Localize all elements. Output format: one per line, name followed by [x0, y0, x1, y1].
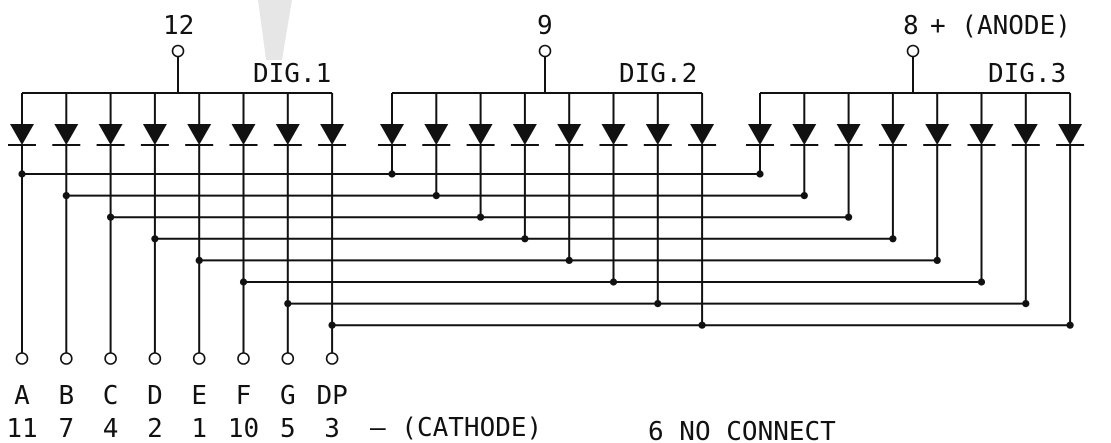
segment-name-d: D [147, 381, 163, 411]
diode-d2-a [380, 124, 404, 145]
junction-dot-d1-b [62, 192, 70, 200]
anode-pin-1: 12 [163, 11, 194, 41]
junction-dot-d1-d [151, 235, 159, 243]
junction-dot-d1-e [195, 256, 203, 264]
segment-name-g: G [280, 381, 296, 411]
junction-dot-d1-c [107, 213, 115, 221]
diode-d2-b [424, 124, 449, 145]
diode-d1-d [142, 124, 167, 145]
diode-d1-f [231, 124, 256, 145]
anode-label: + (ANODE) [930, 11, 1071, 41]
junction-dot-d1-dp [328, 321, 336, 329]
diode-d1-c [98, 124, 123, 145]
cathode-pin-terminal-c [104, 352, 117, 365]
diode-d1-e [187, 124, 212, 145]
segment-pin-c: 4 [103, 414, 119, 443]
diode-d3-f [969, 124, 994, 145]
diode-d2-c [468, 124, 493, 145]
segment-pin-e: 1 [191, 414, 207, 443]
schematic-wiring: A 11 B 7C 4D 2E 1F 10 G 5 DP 3 [6, 44, 1085, 443]
anode-pin-3: 8 [903, 11, 919, 41]
segment-pin-d: 2 [147, 414, 163, 443]
anode-pin-terminal-2 [538, 44, 552, 58]
cathode-pin-terminal-dp [325, 352, 339, 365]
cathode-pin-terminal-a [15, 352, 29, 365]
segment-name-f: F [236, 381, 252, 411]
junction-dot-d1-f [239, 278, 248, 286]
diode-d3-g [1013, 124, 1038, 145]
diode-d2-dp [690, 124, 715, 145]
segment-name-c: C [103, 381, 119, 411]
junction-dot-d3-b [800, 192, 808, 200]
digit-label-3: DIG.3 [988, 59, 1066, 89]
diode-d2-d [512, 124, 537, 145]
segment-name-a: A [14, 381, 30, 411]
diode-d3-a [748, 124, 772, 145]
diode-d1-b [54, 124, 79, 145]
diode-d2-f [601, 124, 626, 145]
segment-name-dp: DP [316, 381, 347, 411]
segment-pin-a: 11 [6, 414, 37, 443]
diode-d1-g [275, 124, 300, 145]
segment-pin-g: 5 [280, 414, 296, 443]
diode-d3-d [880, 124, 905, 145]
anode-pin-terminal-1 [171, 44, 185, 58]
diode-d1-a [10, 124, 34, 145]
cathode-pin-terminal-e [192, 352, 206, 365]
segment-pin-b: 7 [58, 414, 74, 443]
segment-name-e: E [191, 381, 207, 411]
junction-dot-d1-a [18, 170, 26, 178]
diode-d2-g [645, 124, 670, 145]
digit-label-1: DIG.1 [253, 59, 331, 89]
watermark-shape [258, 0, 292, 60]
no-connect-note: 6 NO CONNECT [648, 417, 836, 443]
anode-pin-terminal-3 [906, 44, 920, 58]
digit-label-2: DIG.2 [619, 59, 697, 89]
segment-pin-f: 10 [228, 414, 259, 443]
junction-dot-d1-g [284, 300, 292, 308]
anode-pin-2: 9 [537, 11, 553, 41]
segment-pin-dp: 3 [324, 414, 340, 443]
diode-d3-dp [1058, 124, 1083, 145]
diode-d2-e [557, 124, 582, 145]
diode-d3-c [836, 124, 861, 145]
diode-d3-b [792, 124, 817, 145]
diode-d1-dp [320, 124, 345, 145]
cathode-label: – (CATHODE) [370, 413, 542, 443]
cathode-pin-terminal-b [60, 352, 73, 365]
diode-d3-e [925, 124, 950, 145]
cathode-pin-terminal-f [237, 352, 250, 365]
segment-name-b: B [58, 381, 74, 411]
cathode-pin-terminal-g [281, 352, 295, 365]
junction-dot-d3-e [933, 256, 941, 264]
cathode-pin-terminal-d [148, 352, 162, 365]
